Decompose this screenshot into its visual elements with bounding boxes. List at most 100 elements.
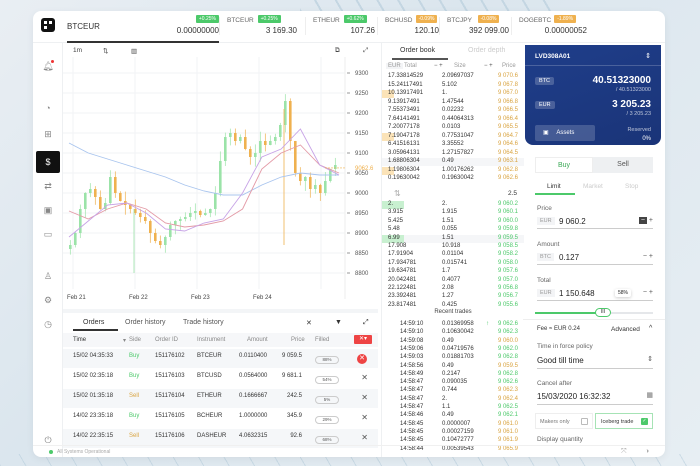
ask-row[interactable]: 7.64141491 0.44064313 9 066.4	[388, 115, 518, 122]
status-text[interactable]: All Systems Operational	[57, 449, 111, 455]
calendar-icon[interactable]: ▦	[646, 392, 653, 399]
ask-row[interactable]: 1.19806304 1.00176262 9 062.8	[382, 166, 524, 175]
tab-trade-history[interactable]: Trade history	[183, 319, 224, 326]
assets-button[interactable]: ▣ Assets	[535, 125, 595, 141]
dashboard-icon[interactable]: ◔	[45, 103, 51, 113]
order-row[interactable]: 14/02 22:35:15 Sell 151176106 DASHEUR 4.…	[63, 429, 378, 449]
tab-stop[interactable]: Stop	[625, 183, 639, 190]
fullscreen-icon[interactable]: ⤧	[621, 448, 627, 455]
order-row[interactable]: 14/02 23:35:18 Buy 151176105 BCHEUR 1.00…	[63, 409, 378, 429]
bid-row[interactable]: 23.817481 0.425 9 055.6	[388, 301, 518, 308]
grid-icon[interactable]: ⊞	[44, 129, 52, 139]
slider-handle[interactable]: III	[595, 308, 611, 317]
makers-only-checkbox[interactable]	[581, 418, 588, 425]
tab-limit[interactable]: Limit	[547, 183, 561, 190]
interval-selector[interactable]: 1m	[73, 47, 83, 54]
ask-row[interactable]: 7.19047178 0.77531047 9 064.7	[382, 132, 524, 141]
bid-row[interactable]: 17.91904 0.01104 9 058.2	[388, 251, 518, 258]
chevron-up-icon[interactable]: ^	[649, 325, 653, 332]
ask-row[interactable]: 17.33814529 2.09697037 9 070.6	[388, 73, 518, 79]
precision-stepper[interactable]: − +	[434, 63, 443, 69]
settings-icon[interactable]: ⚙︎	[43, 295, 53, 305]
expand-icon[interactable]: ⤢	[363, 47, 369, 54]
total-stepper[interactable]: − +	[642, 289, 653, 296]
bid-row[interactable]: 5.425 1.51 9 060.0	[388, 217, 518, 224]
tab-orders[interactable]: Orders	[83, 319, 105, 326]
amount-input[interactable]: BTC 0.127 − +	[537, 251, 653, 265]
power-icon[interactable]: ⏻	[44, 435, 52, 445]
col-price[interactable]: Price	[291, 337, 305, 343]
tab-order-history[interactable]: Order history	[125, 319, 166, 326]
ask-row[interactable]: 7.20077178 0.0103 9 065.5	[388, 124, 518, 130]
expand-icon[interactable]: ⤢	[363, 319, 369, 326]
col-time[interactable]: Time	[73, 337, 87, 343]
cancel-all-button[interactable]: ✕▾	[354, 335, 372, 344]
cancel-order-button[interactable]: ✕	[361, 433, 368, 442]
candlestick-chart[interactable]: 9300 9250 9200 9150 9100 9050 9000 8950 8900 8850…	[63, 57, 378, 309]
user-icon[interactable]: ♙	[43, 271, 53, 281]
cancel-order-button[interactable]: ✕	[361, 413, 368, 422]
col-order-id[interactable]: Order ID	[155, 337, 179, 343]
tif-select[interactable]: Good till time ⇕	[537, 353, 653, 369]
cancel-order-button[interactable]: ✕	[361, 393, 368, 402]
exchange-icon[interactable]: $	[36, 151, 60, 173]
tab-order-depth[interactable]: Order depth	[468, 47, 506, 54]
ask-row[interactable]: 10.13917491 1. 9 067.0	[382, 90, 524, 98]
ticker-btceur[interactable]: BTCEUR +0.25% 0.00000000	[67, 15, 219, 35]
col-instrument[interactable]: Instrument	[197, 337, 226, 343]
cancel-order-button[interactable]: ✕	[357, 354, 367, 364]
bid-row[interactable]: 19.634781 1.7 9 057.6	[388, 268, 518, 275]
ticker-btceur[interactable]: BTCEUR +0.25% 3 169.30	[227, 15, 297, 35]
advanced-toggle[interactable]: Advanced	[611, 326, 640, 333]
filter-icon[interactable]: ▼	[335, 319, 342, 326]
sell-tab[interactable]: Sell	[593, 157, 653, 173]
account-id[interactable]: LVD308A01	[535, 53, 571, 60]
ask-row[interactable]: 15.24117491 5.102 9 067.8	[388, 81, 518, 88]
ask-row[interactable]: 0.19630042 0.19630042 9 062.6	[388, 175, 518, 181]
iceberg-checkbox[interactable]: ✓	[641, 418, 648, 425]
bell-icon[interactable]: 🔔︎	[42, 60, 54, 71]
bid-row[interactable]: 6.99 1.51 9 059.5	[382, 234, 524, 243]
bid-row[interactable]: 17.908 10.918 9 058.5	[388, 243, 518, 249]
sort-icon[interactable]: ▾	[123, 338, 127, 344]
bid-row[interactable]: 5.48 0.055 9 059.8	[388, 226, 518, 233]
bid-row[interactable]: 3.915 1.915 9 060.1	[388, 209, 518, 216]
precision-stepper[interactable]: − +	[484, 63, 493, 69]
amount-stepper[interactable]: − +	[642, 253, 653, 260]
cancel-order-button[interactable]: ✕	[361, 373, 368, 382]
bid-row[interactable]: 22.122481 2.08 9 056.8	[388, 285, 518, 291]
swap-icon[interactable]: ⇅	[394, 189, 401, 198]
ask-row[interactable]: 6.41516131 3.35552 9 064.6	[388, 141, 518, 147]
price-input[interactable]: EUR 9 060.2 − +	[537, 215, 653, 229]
candle-type-icon[interactable]: ▥	[131, 48, 138, 55]
theme-toggle-icon[interactable]: ◑	[645, 448, 650, 455]
wallet-icon[interactable]: ▣	[43, 205, 53, 215]
order-row[interactable]: 15/02 02:35:18 Buy 151176103 BTCUSD 0.05…	[63, 369, 378, 389]
bid-row[interactable]: 20.042481 0.4077 9 057.0	[388, 276, 518, 283]
transfer-icon[interactable]: ⇄	[44, 181, 52, 191]
price-stepper[interactable]: − +	[638, 217, 653, 224]
buy-tab[interactable]: Buy	[535, 157, 593, 173]
ask-row[interactable]: 3.05964131 1.27157827 9 064.5	[388, 149, 518, 156]
iceberg-option[interactable]: Iceberg trade ✓	[595, 413, 653, 429]
logo-icon[interactable]	[41, 18, 55, 32]
ticker-dogebtc[interactable]: DOGEBTC -1.89% 0.00000052	[519, 15, 587, 35]
indicator-icon[interactable]: ⇅	[103, 48, 109, 55]
ticker-btcjpy[interactable]: BTCJPY -0.08% 392 099.00	[447, 15, 509, 35]
ticker-etheur[interactable]: ETHEUR +0.62% 107.26	[313, 15, 375, 35]
account-switch-icon[interactable]: ⇕	[645, 53, 651, 60]
col-side[interactable]: Side	[129, 337, 142, 343]
order-row[interactable]: 15/02 04:35:33 Buy 151176102 BTCEUR 0.01…	[63, 349, 378, 369]
ticker-bchusd[interactable]: BCHUSD -0.09% 120.10	[385, 15, 439, 35]
ask-row[interactable]: 9.13917491 1.47544 9 066.8	[388, 98, 518, 105]
tab-market[interactable]: Market	[583, 183, 603, 190]
bid-row[interactable]: 23.392481 1.27 9 056.7	[388, 293, 518, 300]
monitor-icon[interactable]: ▭	[43, 229, 53, 239]
makers-only-option[interactable]: Makers only	[535, 413, 593, 429]
order-row[interactable]: 15/02 01:35:18 Sell 151176104 ETHEUR 0.1…	[63, 389, 378, 409]
amount-slider[interactable]: III	[535, 308, 653, 317]
popout-icon[interactable]: ⧉	[335, 47, 340, 54]
cancel-after-input[interactable]: 15/03/2020 16:32:32 ▦	[537, 389, 653, 405]
tab-order-book[interactable]: Order book	[400, 47, 436, 54]
col-amount[interactable]: Amount	[247, 337, 268, 343]
